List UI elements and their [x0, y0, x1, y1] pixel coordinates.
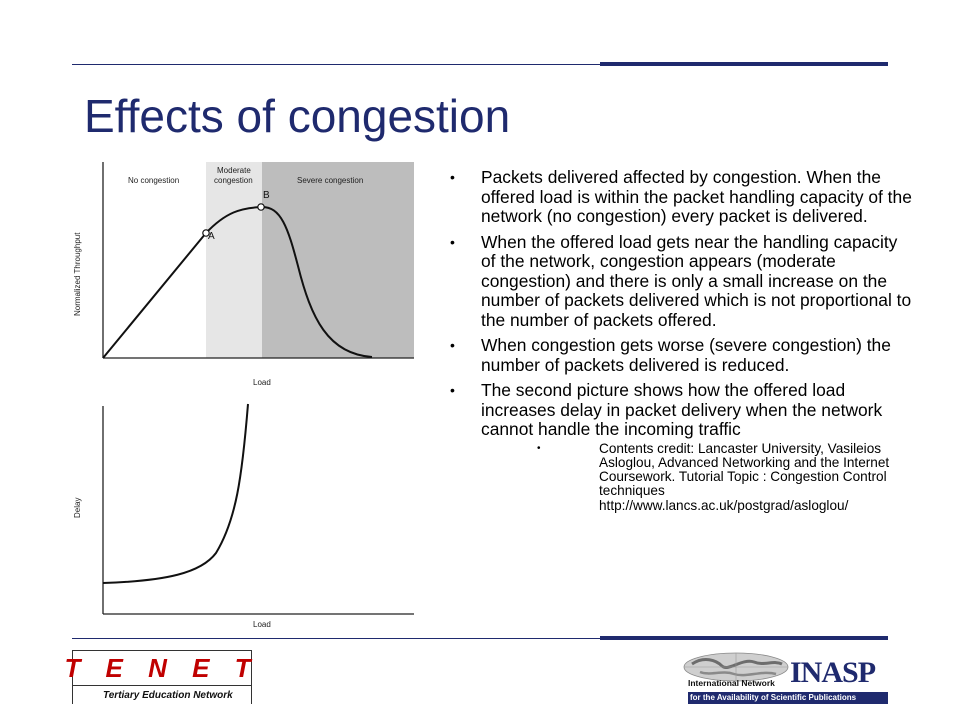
bullet-dot: • — [450, 169, 455, 185]
bullet-text: The second picture shows how the offered… — [481, 380, 883, 439]
delay-y-label: Delay — [73, 498, 82, 518]
point-a-label: A — [208, 231, 215, 242]
delay-chart: Delay Load — [73, 403, 414, 629]
moderate-congestion-zone — [206, 162, 262, 358]
point-a-marker — [202, 229, 210, 237]
bullet-item: • When congestion gets worse (severe cong… — [442, 335, 912, 375]
bullet-list: • Packets delivered affected by congestio… — [442, 167, 912, 519]
inasp-logo-network: International Network — [688, 678, 775, 688]
top-divider-thick — [600, 62, 888, 66]
bullet-text: When the offered load gets near the hand… — [481, 231, 912, 330]
slide-title: Effects of congestion — [84, 90, 511, 142]
inasp-logo-word: INASP — [790, 656, 876, 689]
severe-congestion-zone — [262, 162, 414, 358]
congestion-figure: A B No congestion Moderate congestion Se… — [66, 158, 418, 636]
throughput-chart: A B No congestion Moderate congestion Se… — [73, 162, 414, 387]
inasp-logo-tagline: for the Availability of Scientific Publi… — [688, 692, 888, 704]
credit-bullet-dot: • — [537, 442, 541, 454]
tenet-logo: T E N E T Tertiary Education Network — [64, 650, 252, 705]
tenet-logo-subtitle: Tertiary Education Network — [103, 690, 233, 701]
point-b-label: B — [263, 190, 270, 201]
bullet-dot: • — [450, 382, 455, 398]
delay-curve — [102, 403, 249, 584]
zone-label-moderate-2: congestion — [214, 176, 253, 185]
credit-link[interactable]: http://www.lancs.ac.uk/postgrad/asloglou… — [599, 497, 849, 513]
throughput-y-label: Normalized Throughput — [73, 232, 82, 316]
throughput-x-label: Load — [253, 378, 271, 387]
top-divider-thin — [72, 64, 602, 65]
delay-x-label: Load — [253, 620, 271, 629]
credit-item: • Contents credit: Lancaster University,… — [481, 440, 912, 513]
bullet-text: Packets delivered affected by congestion… — [481, 167, 912, 226]
bullet-text: When congestion gets worse (severe conge… — [481, 335, 891, 375]
bottom-divider-thin — [72, 638, 602, 639]
bullet-item: • When the offered load gets near the han… — [442, 231, 912, 331]
tenet-logo-word: T E N E T — [64, 652, 260, 683]
bottom-divider-thick — [600, 636, 888, 640]
point-b-marker — [257, 203, 265, 211]
zone-label-no-congestion: No congestion — [128, 176, 179, 185]
congestion-figure-svg: A B No congestion Moderate congestion Se… — [73, 162, 414, 629]
zone-label-severe: Severe congestion — [297, 176, 363, 185]
globe-icon — [683, 652, 789, 682]
no-congestion-zone — [103, 162, 206, 358]
bullet-item: • The second picture shows how the offere… — [442, 380, 912, 513]
inasp-logo: INASP International Network for the Avai… — [682, 650, 892, 706]
credit-list: • Contents credit: Lancaster University,… — [481, 440, 912, 513]
bullet-dot: • — [450, 233, 455, 250]
bullet-dot: • — [450, 337, 455, 353]
tenet-logo-bottom: Tertiary Education Network — [73, 686, 251, 705]
tenet-logo-top: T E N E T — [64, 651, 251, 686]
credit-text: Contents credit: Lancaster University, V… — [599, 440, 890, 499]
bullet-item: • Packets delivered affected by congestio… — [442, 167, 912, 227]
throughput-curve — [102, 205, 373, 359]
zone-label-moderate-1: Moderate — [217, 166, 251, 175]
